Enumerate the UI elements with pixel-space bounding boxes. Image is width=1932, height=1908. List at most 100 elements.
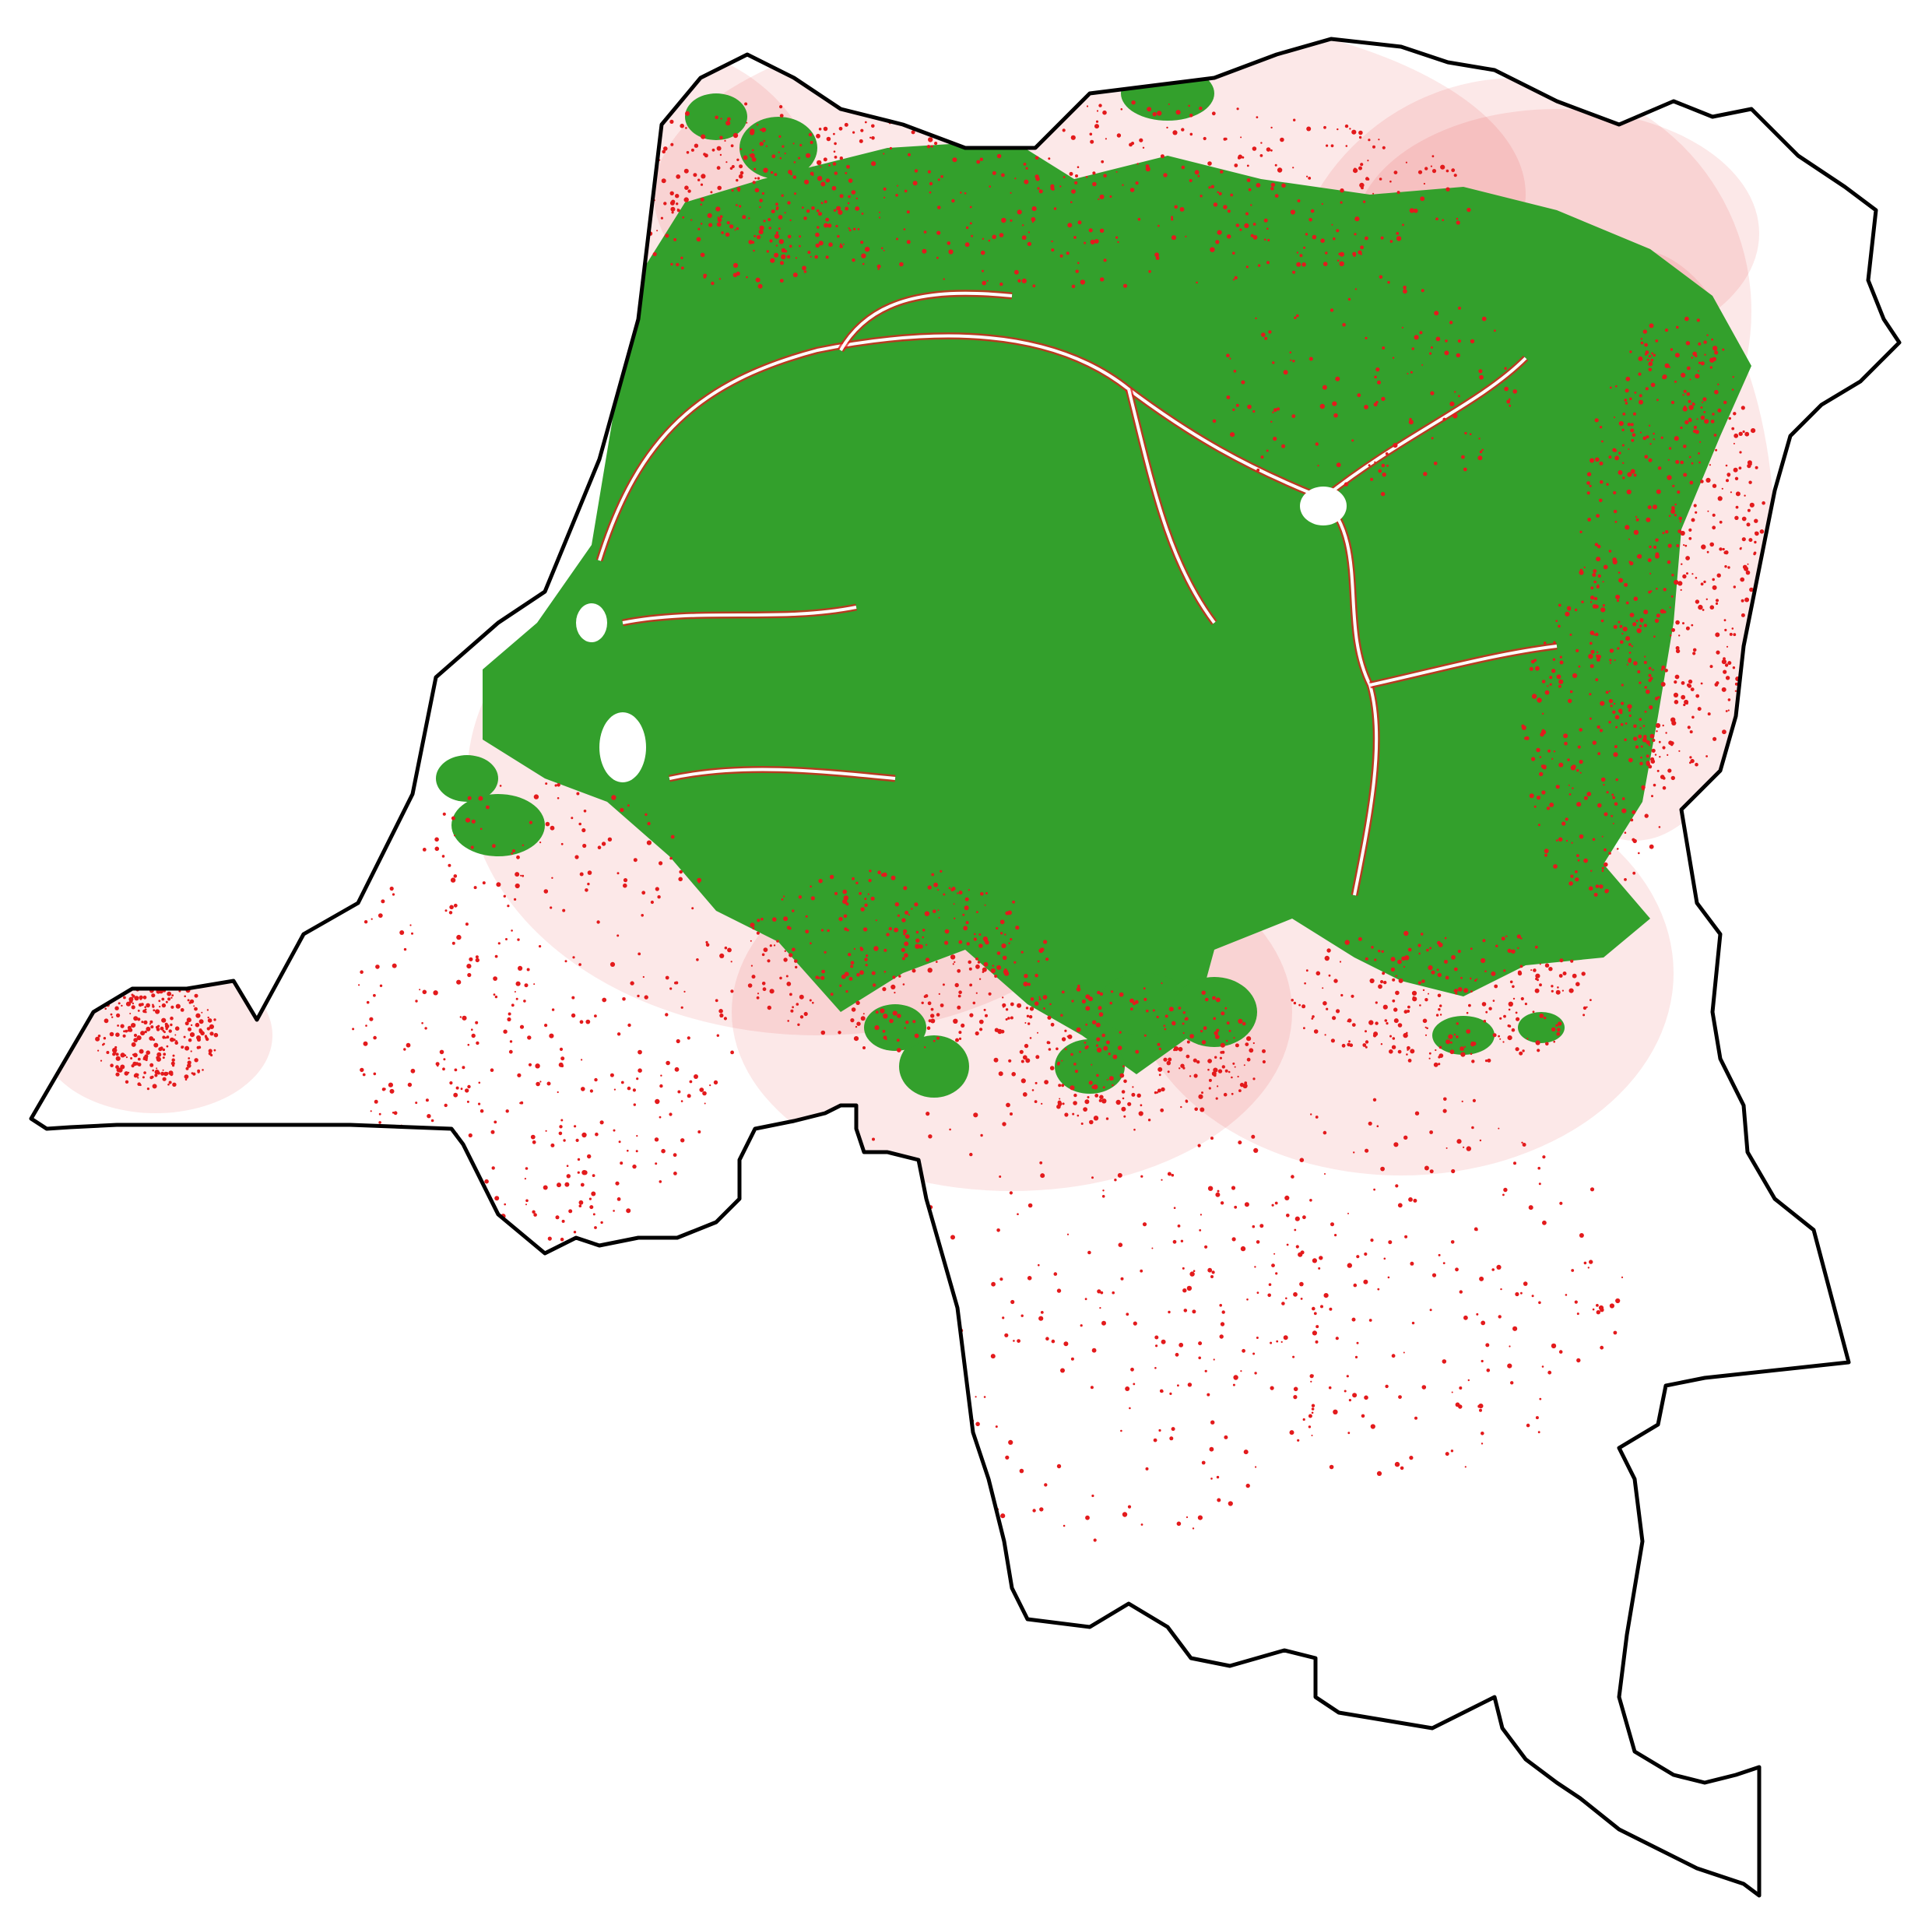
- loss-dot: [1697, 707, 1702, 712]
- loss-dot: [1712, 578, 1715, 582]
- loss-dot: [989, 185, 991, 188]
- loss-dot: [1738, 466, 1742, 470]
- loss-dot: [1067, 1034, 1073, 1039]
- loss-dot: [163, 1031, 166, 1034]
- loss-dot: [724, 946, 728, 950]
- loss-dot: [770, 258, 775, 263]
- loss-dot: [856, 972, 860, 977]
- loss-dot: [1551, 669, 1556, 673]
- loss-dot: [818, 176, 823, 180]
- loss-dot: [817, 160, 822, 166]
- loss-dot: [1188, 104, 1190, 107]
- loss-dot: [969, 1152, 973, 1157]
- loss-dot: [1438, 1008, 1441, 1011]
- loss-dot: [1085, 1006, 1091, 1011]
- loss-dot: [167, 1083, 170, 1086]
- loss-dot: [954, 982, 959, 988]
- loss-dot: [1717, 383, 1719, 385]
- loss-dot: [1751, 428, 1756, 434]
- loss-dot: [1499, 1038, 1502, 1040]
- loss-dot: [560, 1119, 564, 1122]
- loss-dot: [1010, 1016, 1013, 1020]
- loss-dot: [1586, 792, 1592, 796]
- loss-dot: [1608, 690, 1611, 693]
- loss-dot: [187, 1063, 191, 1068]
- loss-dot: [494, 954, 498, 958]
- loss-dot: [747, 983, 753, 988]
- loss-dot: [1433, 462, 1438, 466]
- loss-dot: [162, 1035, 166, 1039]
- loss-dot: [1391, 1354, 1396, 1358]
- loss-dot: [1638, 372, 1642, 376]
- loss-dot: [1668, 447, 1672, 450]
- loss-dot: [926, 1112, 930, 1116]
- forest-fragment: [1055, 1039, 1125, 1094]
- loss-dot: [1038, 1263, 1040, 1267]
- loss-dot: [1231, 1076, 1233, 1079]
- loss-dot: [1572, 787, 1574, 789]
- loss-dot: [983, 961, 989, 967]
- loss-dot: [1435, 1014, 1439, 1017]
- loss-dot: [1532, 1010, 1535, 1014]
- loss-dot: [1556, 1028, 1561, 1032]
- loss-dot: [1084, 1298, 1087, 1301]
- loss-dot: [1205, 997, 1209, 1002]
- loss-dot: [781, 194, 784, 197]
- loss-dot: [983, 1008, 986, 1011]
- clearing: [576, 603, 607, 642]
- loss-dot: [1238, 1140, 1242, 1145]
- loss-dot: [607, 837, 613, 842]
- loss-dot: [1643, 624, 1647, 627]
- loss-dot: [1548, 967, 1553, 972]
- loss-dot: [1700, 361, 1705, 366]
- loss-dot: [1025, 1007, 1029, 1010]
- loss-dot: [808, 132, 813, 137]
- loss-dot: [1431, 970, 1435, 975]
- loss-dot: [964, 897, 969, 901]
- loss-dot: [1463, 988, 1469, 993]
- loss-dot: [407, 1082, 413, 1088]
- loss-dot: [1628, 448, 1630, 450]
- loss-dot: [1526, 1423, 1530, 1428]
- loss-dot: [1171, 1021, 1176, 1025]
- loss-dot: [769, 239, 773, 243]
- loss-dot: [117, 1024, 120, 1027]
- loss-dot: [1457, 950, 1461, 954]
- loss-dot: [1208, 1078, 1212, 1082]
- loss-dot: [492, 844, 496, 849]
- loss-dot: [1734, 515, 1739, 520]
- loss-dot: [1655, 722, 1661, 729]
- loss-dot: [1156, 1091, 1159, 1094]
- loss-dot: [1571, 1269, 1575, 1272]
- loss-dot: [984, 904, 986, 906]
- loss-dot: [1296, 262, 1301, 267]
- loss-dot: [1133, 1383, 1136, 1386]
- loss-dot: [1024, 1043, 1029, 1049]
- loss-dot: [456, 934, 462, 940]
- loss-dot: [594, 1014, 597, 1017]
- loss-dot: [1652, 739, 1656, 742]
- loss-dot: [1600, 607, 1606, 613]
- loss-dot: [1341, 1043, 1346, 1048]
- loss-dot: [680, 1138, 685, 1143]
- loss-dot: [189, 1032, 195, 1038]
- loss-dot: [1522, 1143, 1526, 1147]
- loss-dot: [1293, 1001, 1297, 1005]
- loss-dot: [479, 1109, 484, 1113]
- loss-dot: [1319, 403, 1326, 409]
- loss-dot: [969, 222, 972, 225]
- loss-dot: [1220, 1201, 1224, 1205]
- loss-dot: [1228, 1501, 1233, 1506]
- loss-dot: [908, 914, 910, 916]
- loss-dot: [940, 870, 943, 873]
- loss-dot: [1239, 228, 1242, 231]
- loss-dot: [1098, 198, 1100, 201]
- loss-dot: [1088, 228, 1093, 233]
- loss-dot: [515, 872, 520, 877]
- loss-dot: [1625, 376, 1631, 381]
- loss-dot: [806, 209, 810, 213]
- loss-dot: [1512, 997, 1516, 1000]
- loss-dot: [673, 1172, 677, 1175]
- loss-dot: [1270, 420, 1273, 423]
- loss-dot: [1671, 506, 1675, 510]
